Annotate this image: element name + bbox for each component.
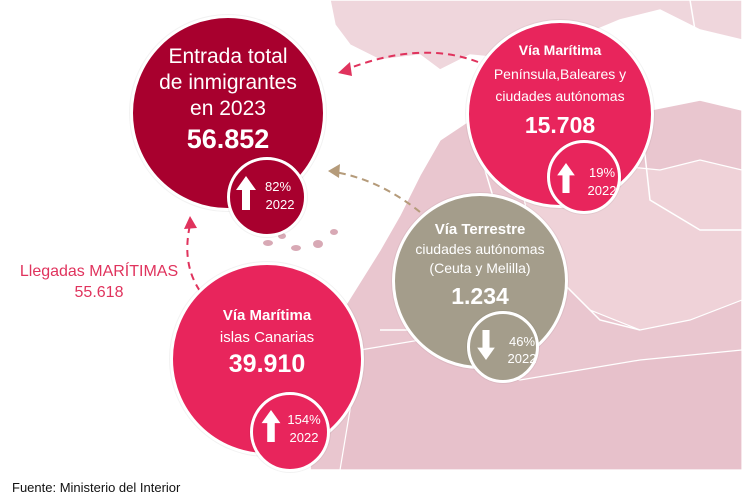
terrestre-line2: ciudades autónomas bbox=[415, 241, 545, 257]
maritime-arrivals-label: Llegadas MARÍTIMAS bbox=[19, 263, 179, 280]
peninsula-title: Vía Marítima bbox=[518, 42, 602, 58]
peninsula-line2: Península,Baleares y bbox=[493, 66, 627, 82]
total-title-line2: de inmigrantes bbox=[159, 71, 297, 94]
arrow-up-icon bbox=[261, 410, 281, 442]
canarias-value: 39.910 bbox=[228, 350, 306, 378]
canarias-title: Vía Marítima bbox=[222, 307, 312, 324]
canarias-line2: islas Canarias bbox=[219, 329, 315, 346]
terrestre-change-pct: 46% bbox=[508, 334, 536, 349]
total-change-pct: 82% bbox=[264, 179, 292, 194]
source-caption: Fuente: Ministerio del Interior bbox=[12, 480, 181, 495]
arrow-terrestre-to-total bbox=[334, 171, 421, 213]
peninsula-change-year: 2022 bbox=[587, 183, 617, 198]
arrow-down-icon bbox=[477, 330, 495, 360]
arrow-up-icon bbox=[236, 176, 256, 210]
total-change-badge bbox=[227, 157, 307, 237]
total-title-line3: en 2023 bbox=[190, 97, 266, 120]
terrestre-value: 1.234 bbox=[451, 283, 509, 309]
peninsula-change-badge bbox=[547, 140, 621, 214]
canarias-change-badge bbox=[250, 392, 330, 472]
total-value: 56.852 bbox=[186, 124, 270, 154]
peninsula-change-pct: 19% bbox=[588, 165, 616, 180]
peninsula-value: 15.708 bbox=[524, 112, 596, 138]
terrestre-change-year: 2022 bbox=[507, 351, 537, 366]
canarias-change-year: 2022 bbox=[289, 430, 319, 445]
peninsula-line3: ciudades autónomas bbox=[495, 88, 625, 104]
terrestre-line3: (Ceuta y Melilla) bbox=[429, 260, 531, 276]
maritime-arrivals-value: 55.618 bbox=[74, 284, 124, 301]
total-change-year: 2022 bbox=[265, 197, 295, 212]
canarias-change-pct: 154% bbox=[287, 412, 321, 427]
arrow-peninsula-to-total bbox=[344, 51, 479, 71]
arrow-up-icon bbox=[557, 163, 575, 193]
total-title-line1: Entrada total bbox=[168, 45, 288, 68]
terrestre-title: Vía Terrestre bbox=[434, 221, 526, 238]
arrow-canarias-to-total bbox=[186, 224, 208, 301]
canary-islands bbox=[263, 229, 338, 251]
terrestre-change-badge bbox=[467, 311, 539, 383]
